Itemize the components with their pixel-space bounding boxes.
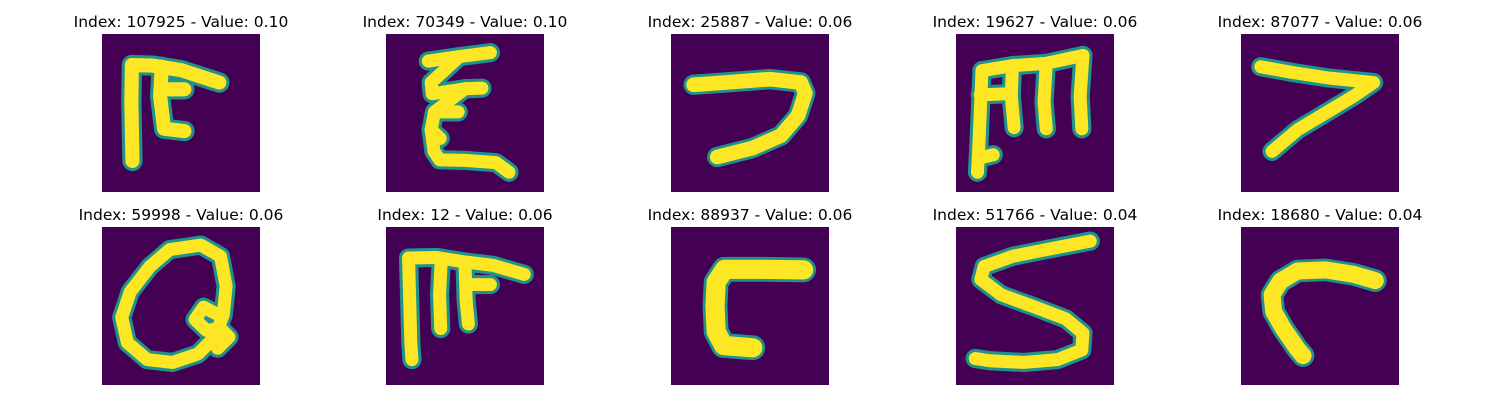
panel-title: Index: 19627 - Value: 0.06 [932, 13, 1138, 31]
panel-title: Index: 12 - Value: 0.06 [377, 206, 553, 224]
panel-title: Index: 51766 - Value: 0.04 [932, 206, 1138, 224]
glyph-image [956, 227, 1114, 385]
panel-2: Index: 70349 - Value: 0.10 [322, 12, 608, 202]
panel-title: Index: 59998 - Value: 0.06 [78, 206, 284, 224]
glyph-stroke-core [705, 259, 814, 358]
glyph-stroke-core [970, 48, 1090, 179]
panel-9: Index: 51766 - Value: 0.04 [892, 205, 1178, 395]
panel-title: Index: 107925 - Value: 0.10 [73, 13, 289, 31]
panel-8: Index: 88937 - Value: 0.06 [607, 205, 893, 395]
panel-title: Index: 25887 - Value: 0.06 [647, 13, 853, 31]
panel-title: Index: 18680 - Value: 0.04 [1217, 206, 1423, 224]
panel-6: Index: 59998 - Value: 0.06 [38, 205, 324, 395]
glyph-stroke-core [402, 250, 531, 367]
glyph-image [956, 34, 1114, 192]
panel-10: Index: 18680 - Value: 0.04 [1177, 205, 1463, 395]
panel-1: Index: 107925 - Value: 0.10 [38, 12, 324, 202]
panel-title: Index: 70349 - Value: 0.10 [362, 13, 568, 31]
panel-3: Index: 25887 - Value: 0.06 [607, 12, 893, 202]
panel-4: Index: 19627 - Value: 0.06 [892, 12, 1178, 202]
glyph-image [102, 227, 260, 385]
panel-title: Index: 88937 - Value: 0.06 [647, 206, 853, 224]
image-background [671, 227, 829, 385]
glyph-image [671, 34, 829, 192]
glyph-stroke-core [1254, 60, 1381, 158]
glyph-stroke-core [115, 238, 236, 369]
panel-7: Index: 12 - Value: 0.06 [322, 205, 608, 395]
glyph-image [102, 34, 260, 192]
panel-title: Index: 87077 - Value: 0.06 [1217, 13, 1423, 31]
glyph-image [1241, 34, 1399, 192]
glyph-stroke-core [968, 234, 1097, 369]
glyph-stroke-core [686, 71, 813, 165]
glyph-stroke-core [124, 57, 227, 169]
panel-5: Index: 87077 - Value: 0.06 [1177, 12, 1463, 202]
glyph-image [671, 227, 829, 385]
glyph-image [1241, 227, 1399, 385]
glyph-image [386, 227, 544, 385]
glyph-image [386, 34, 544, 192]
glyph-stroke-core [421, 46, 516, 179]
glyph-stroke-core [1263, 261, 1384, 365]
